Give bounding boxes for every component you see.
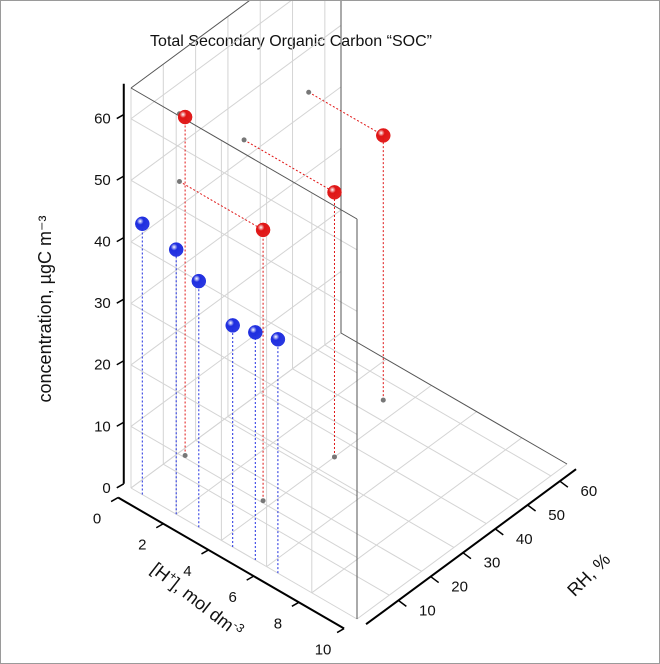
x-tick-label: 8 [274, 615, 282, 632]
gridline-leftwall [130, 487, 358, 620]
z-axis-tick [116, 298, 125, 304]
x-tick-label: 0 [93, 511, 101, 528]
gridline-floor [227, 416, 455, 548]
box-edge [130, 1, 250, 89]
y-axis-tick [430, 575, 440, 584]
z-axis-tick [116, 113, 125, 120]
x-tick-label: 4 [183, 563, 191, 580]
back-projection-line [243, 139, 335, 193]
gridline-floor [356, 463, 568, 620]
y-tick-label: 10 [419, 602, 436, 619]
x-axis-tick [201, 549, 209, 555]
gridline-leftwall [130, 179, 358, 312]
gridline-backwall [130, 271, 342, 427]
gridline-backwall [130, 147, 342, 304]
projection-marker [176, 178, 182, 184]
y-axis-tick [494, 528, 504, 536]
gridline-leftwall [130, 241, 358, 374]
z-tick-label: 30 [94, 295, 111, 312]
gridline-leftwall [130, 364, 358, 497]
gridline-backwall [130, 24, 342, 181]
z-axis-tick [116, 360, 125, 366]
z-axis-tick [116, 237, 125, 243]
data-point [255, 222, 271, 238]
gridline-floor [221, 384, 432, 541]
z-tick-label: 60 [94, 111, 111, 128]
y-axis-label: RH, % [563, 549, 614, 600]
gridline-floor [175, 358, 387, 515]
y-tick-label: 60 [581, 483, 598, 500]
data-point [225, 318, 240, 333]
y-axis-tick [397, 599, 407, 607]
data-point [168, 242, 184, 257]
y-tick-label: 30 [484, 555, 501, 572]
back-projection-line [308, 91, 384, 136]
data-point [177, 109, 193, 125]
z-axis-tick [116, 175, 125, 181]
z-tick-label: 0 [102, 480, 110, 497]
data-point [270, 332, 286, 347]
data-point [248, 325, 263, 340]
gridline-leftwall [130, 426, 358, 558]
box-edge [130, 87, 358, 220]
gridline-floor [311, 437, 523, 594]
z-axis-label: concentration, µgC m⁻³ [35, 216, 55, 403]
floor-marker [260, 498, 266, 504]
z-axis-tick [116, 421, 125, 427]
y-axis-tick [559, 480, 569, 488]
gridline-floor [195, 439, 422, 572]
gridline-floor [266, 411, 477, 568]
floor-marker [331, 454, 337, 460]
gridline-floor [259, 392, 487, 525]
gridline-backwall [130, 1, 292, 120]
y-axis-tick [462, 552, 472, 560]
y-tick-label: 20 [451, 579, 468, 596]
z-axis-tick [116, 483, 125, 489]
gridline-backwall [130, 86, 342, 243]
data-points [135, 109, 391, 347]
back-projection-line [179, 181, 264, 231]
drop-lines [141, 89, 386, 574]
y-tick-label: 50 [548, 507, 565, 524]
floor-marker [182, 453, 188, 459]
x-tick-label: 6 [229, 589, 237, 606]
x-tick-label: 2 [138, 537, 146, 554]
z-tick-label: 50 [94, 172, 111, 189]
box-edge [340, 332, 568, 465]
data-point [135, 216, 150, 232]
z-tick-label: 10 [94, 418, 111, 435]
data-point [376, 128, 391, 143]
floor-marker [380, 397, 386, 403]
grid-layer [130, 1, 568, 620]
gridline-leftwall [130, 118, 358, 251]
data-point [191, 273, 207, 289]
y-axis-line [365, 468, 577, 626]
x-axis-line [117, 496, 345, 630]
projection-marker [306, 89, 312, 95]
gridline-floor [292, 368, 519, 501]
x-axis-tick [291, 601, 300, 607]
z-tick-label: 40 [94, 234, 111, 251]
x-axis-tick [336, 627, 345, 634]
x-axis-tick [246, 575, 255, 581]
axes-layer: 0 10 20 30 40 50 60 0 2 4 6 8 10 10 20 30 40 50 60 [93, 83, 598, 659]
gridline-floor [130, 332, 342, 489]
chart-title: Total Secondary Organic Carbon “SOC” [150, 33, 432, 50]
x-axis-label-rest: ], mol dm [167, 574, 238, 635]
x-axis-tick [155, 523, 164, 529]
gridline-floor [324, 344, 552, 477]
gridline-floor [163, 463, 390, 596]
gridline-leftwall [130, 302, 358, 435]
x-axis-tick [110, 496, 119, 503]
projection-marker [241, 137, 247, 143]
z-tick-label: 20 [94, 357, 111, 374]
gridline-backwall [130, 209, 342, 366]
data-point [327, 185, 342, 200]
y-tick-label: 40 [516, 531, 533, 548]
y-axis-tick [527, 504, 537, 512]
x-tick-label: 10 [315, 642, 332, 659]
